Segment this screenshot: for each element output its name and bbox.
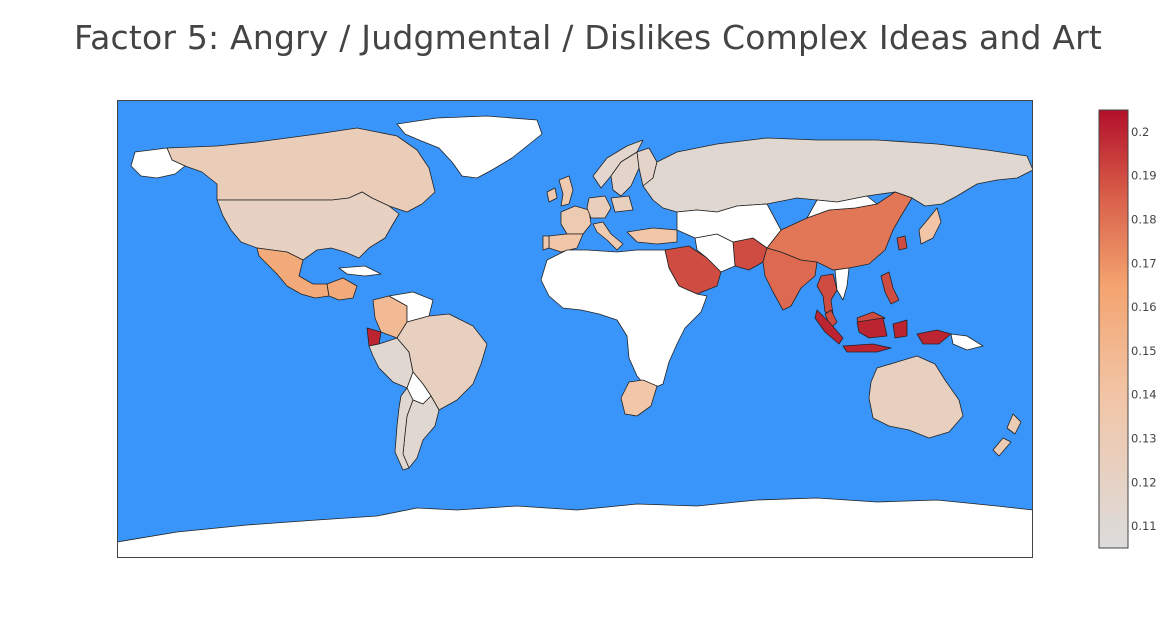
region-south-korea[interactable] bbox=[896, 235, 908, 251]
region-france[interactable] bbox=[560, 205, 592, 235]
region-philippines[interactable] bbox=[880, 271, 900, 305]
region-greenland[interactable] bbox=[396, 115, 543, 179]
region-indonesia[interactable] bbox=[814, 309, 952, 353]
region-alaska[interactable] bbox=[130, 147, 186, 179]
region-sweden[interactable] bbox=[610, 151, 640, 197]
colorbar-gradient bbox=[1098, 109, 1129, 549]
colorbar-tick-label: 0.14 bbox=[1131, 388, 1157, 402]
colorbar-canvas: 0.2 0.19 0.18 0.17 0.16 0.15 0.14 0.13 0.12 0.11 bbox=[1098, 109, 1157, 549]
colorbar-tick-label: 0.2 bbox=[1131, 125, 1149, 139]
region-mongolia[interactable] bbox=[806, 195, 878, 219]
colorbar-tick-label: 0.19 bbox=[1131, 169, 1157, 183]
colorbar-ticks: 0.2 0.19 0.18 0.17 0.16 0.15 0.14 0.13 0.12 0.11 bbox=[1131, 125, 1157, 533]
region-vietnam[interactable] bbox=[834, 267, 850, 301]
region-brazil[interactable] bbox=[396, 313, 488, 411]
map-canvas[interactable] bbox=[117, 100, 1033, 558]
region-central-asia[interactable] bbox=[676, 203, 782, 249]
region-turkey[interactable] bbox=[626, 227, 678, 245]
region-ireland[interactable] bbox=[546, 187, 558, 203]
region-chile[interactable] bbox=[394, 387, 414, 471]
colorbar: 0.2 0.19 0.18 0.17 0.16 0.15 0.14 0.13 0.12 0.11 bbox=[1098, 109, 1168, 549]
region-new-zealand[interactable] bbox=[992, 413, 1022, 457]
colorbar-tick-label: 0.17 bbox=[1131, 256, 1157, 270]
map-frame bbox=[117, 100, 1033, 558]
region-poland[interactable] bbox=[610, 195, 634, 213]
colorbar-tick-label: 0.15 bbox=[1131, 344, 1157, 358]
region-guatemala[interactable] bbox=[326, 277, 358, 301]
region-antarctica[interactable] bbox=[117, 497, 1033, 558]
region-portugal[interactable] bbox=[542, 235, 550, 251]
region-australia[interactable] bbox=[868, 355, 964, 439]
region-cuba[interactable] bbox=[338, 265, 382, 277]
land-layer bbox=[117, 115, 1033, 558]
region-papua[interactable] bbox=[950, 333, 984, 351]
colorbar-tick-label: 0.16 bbox=[1131, 300, 1157, 314]
region-united-kingdom[interactable] bbox=[558, 175, 574, 207]
colorbar-tick-label: 0.13 bbox=[1131, 432, 1157, 446]
colorbar-tick-label: 0.11 bbox=[1131, 519, 1157, 533]
map-title: Factor 5: Angry / Judgmental / Dislikes … bbox=[73, 18, 1103, 57]
region-africa[interactable] bbox=[540, 249, 708, 391]
region-japan[interactable] bbox=[918, 207, 942, 245]
region-germany[interactable] bbox=[586, 195, 612, 219]
colorbar-tick-label: 0.12 bbox=[1131, 475, 1157, 489]
region-italy[interactable] bbox=[592, 221, 624, 251]
world-map[interactable] bbox=[117, 100, 1033, 558]
colorbar-tick-label: 0.18 bbox=[1131, 213, 1157, 227]
region-south-africa[interactable] bbox=[620, 379, 658, 417]
